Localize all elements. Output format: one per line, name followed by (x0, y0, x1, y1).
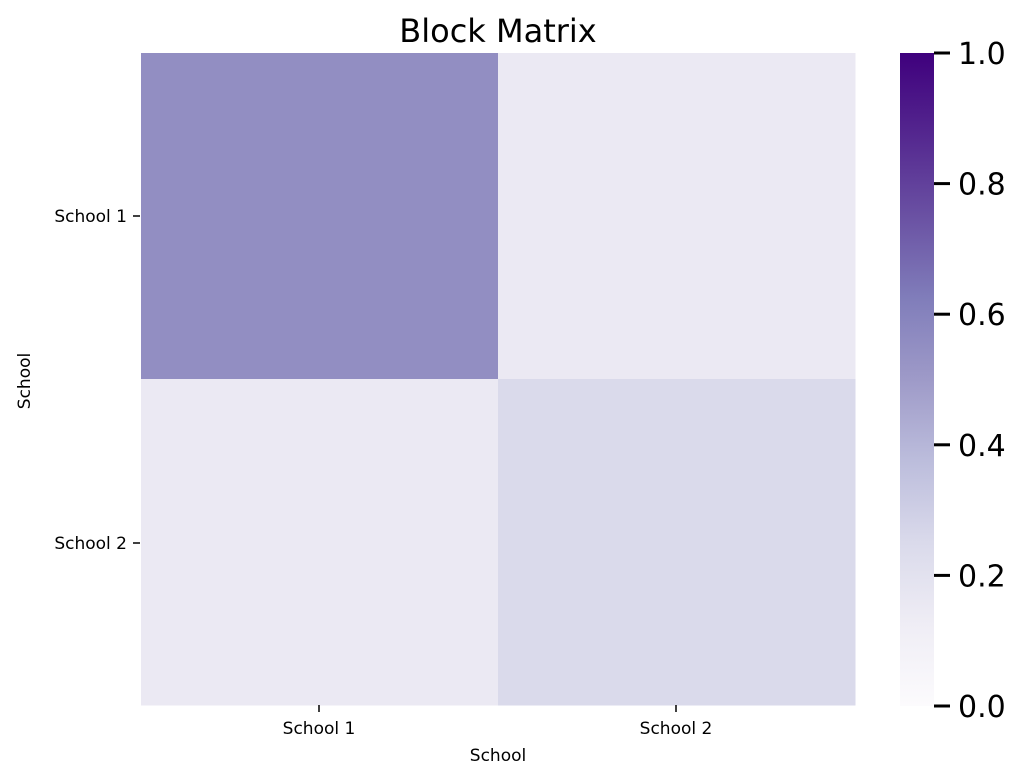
heatmap-cells (141, 53, 856, 706)
y-tick-label-2: School 2 (54, 534, 127, 554)
x-tick-label-2: School 2 (640, 719, 713, 739)
heatmap-cell-r2-c1 (141, 379, 499, 706)
y-tick-label-1: School 1 (54, 207, 127, 227)
colorbar-tick-label: 1.0 (958, 37, 1006, 72)
colorbar-tick-label: 0.0 (958, 690, 1006, 725)
y-axis-label: School (15, 353, 35, 409)
heatmap-cell-r1-c2 (498, 53, 856, 380)
colorbar-tick-label: 0.8 (958, 168, 1006, 203)
chart-title: Block Matrix (399, 12, 596, 50)
colorbar-tick-label: 0.4 (958, 429, 1006, 464)
heatmap-cell-r2-c2 (498, 379, 856, 706)
x-tick-label-1: School 1 (283, 719, 356, 739)
x-axis-label: School (470, 746, 526, 766)
colorbar-tick-label: 0.2 (958, 559, 1006, 594)
colorbar (900, 53, 934, 706)
heatmap-cell-r1-c1 (141, 53, 499, 380)
colorbar-tick-label: 0.6 (958, 298, 1006, 333)
colorbar-ticks: 0.0 0.2 0.4 0.6 0.8 1.0 (934, 37, 1006, 725)
